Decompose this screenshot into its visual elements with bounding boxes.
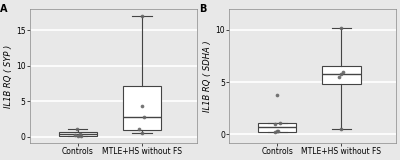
PathPatch shape [322,67,360,84]
Point [72,134,78,136]
PathPatch shape [59,132,97,136]
Point [73,128,80,130]
Point [274,129,280,132]
Point [274,93,280,96]
Text: B: B [199,4,206,14]
Point [336,76,342,78]
Text: A: A [0,4,7,14]
Point [139,15,145,17]
Point [340,70,346,73]
Point [78,134,84,137]
Point [271,123,278,125]
Point [75,135,81,137]
Point [141,116,147,118]
Y-axis label: IL1B RQ ( SYP ): IL1B RQ ( SYP ) [4,44,13,108]
Point [276,122,283,124]
Point [275,130,282,132]
PathPatch shape [123,86,161,130]
Point [139,104,145,107]
PathPatch shape [258,123,296,132]
Point [272,131,278,133]
Point [338,128,344,130]
Point [136,128,142,130]
Y-axis label: IL1B RQ ( SDHA ): IL1B RQ ( SDHA ) [204,40,212,112]
Point [76,133,83,136]
Point [139,132,145,135]
Point [338,72,344,75]
Point [338,27,344,29]
